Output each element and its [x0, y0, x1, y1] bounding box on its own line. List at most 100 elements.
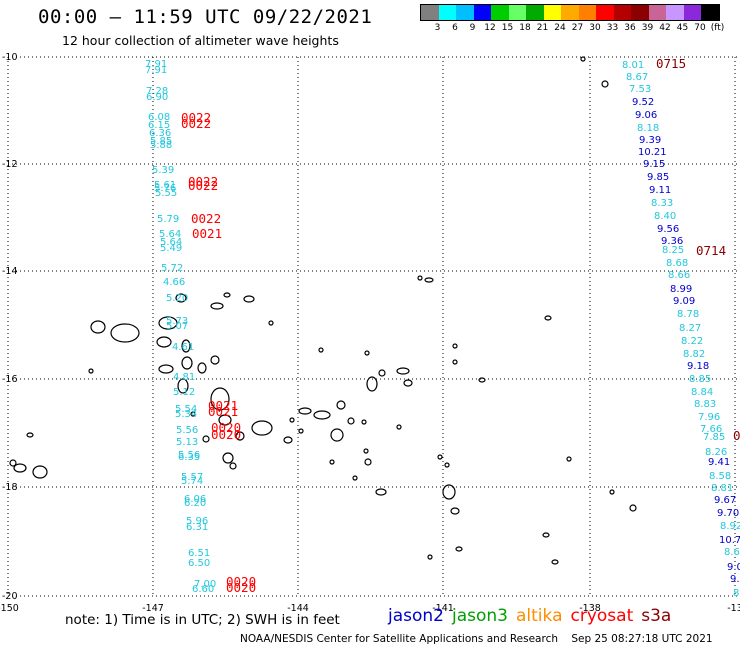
swh-value: 5.64 [160, 237, 182, 248]
island-outline [551, 559, 559, 565]
legend-labels: 3 6 9 12 15 18 21 24 27 30 33 36 39 42 45 70 (ft) [420, 21, 725, 35]
island-outline [452, 343, 458, 349]
island-outline [455, 546, 463, 552]
swh-value: 6.35 [178, 452, 200, 463]
swh-value: 7.00 [194, 579, 216, 590]
island-outline [330, 428, 344, 442]
color-legend: 3 6 9 12 15 18 21 24 27 30 33 36 39 42 45 70 (ft) [420, 4, 725, 35]
swh-value: 8 [733, 588, 739, 599]
legend-label: 3 [434, 23, 441, 33]
swh-value: 8.92 [720, 521, 740, 532]
lon-tick-label: -147 [142, 603, 164, 614]
legend-swatch [701, 5, 719, 20]
swh-value: 6.36 [149, 128, 171, 139]
legend-label: 70 [694, 23, 706, 33]
pass-time: 0021 [208, 398, 238, 413]
legend-swatch [613, 5, 631, 20]
swh-value: 5.39 [152, 165, 174, 176]
swh-value: 5.55 [155, 188, 177, 199]
legend-swatch [456, 5, 474, 20]
credit-text: NOAA/NESDIS Center for Satellite Applica… [240, 633, 558, 645]
island-outline [222, 452, 234, 464]
legend-label: 9 [469, 23, 476, 33]
swh-value: 9.41 [708, 457, 730, 468]
swh-value: 8.84 [691, 387, 713, 398]
legend-swatch [473, 5, 491, 20]
legend-label: (ft) [710, 23, 725, 33]
island-outlines [9, 56, 637, 565]
satellite-cryosat: cryosat [570, 606, 634, 626]
swh-value: 5.07 [166, 321, 188, 332]
swh-value: 4.66 [163, 277, 185, 288]
lon-tick-label: -144 [287, 603, 309, 614]
legend-swatch [648, 5, 666, 20]
page-title: 00:00 – 11:59 UTC 09/22/2021 [38, 6, 373, 28]
island-outline [347, 417, 355, 425]
island-outline [427, 554, 433, 560]
legend-swatch [421, 5, 439, 20]
lat-tick-label: -20 [2, 591, 18, 602]
swh-value: 5.57 [181, 472, 203, 483]
swh-value: 5.20 [166, 293, 188, 304]
swh-value: 8.67 [626, 72, 648, 83]
swh-value: 9.15 [643, 159, 665, 170]
island-outline [542, 532, 550, 538]
lon-tick-label: -141 [432, 603, 454, 614]
swh-value: 7.91 [145, 65, 167, 76]
swh-value: 9. [730, 574, 740, 585]
island-outline [235, 431, 245, 441]
island-outline [478, 377, 486, 383]
swh-value: 7.85 [703, 432, 725, 443]
swh-value: 9.0 [727, 562, 740, 573]
island-outline [298, 407, 312, 415]
island-outline [396, 424, 402, 430]
swh-value: 10.7 [719, 535, 740, 546]
swh-value: 6.60 [192, 584, 214, 595]
swh-value: 6.08 [148, 112, 170, 123]
pass-time: 0021 [192, 226, 222, 241]
swh-value: 7.66 [700, 424, 722, 435]
island-outline [544, 315, 552, 321]
lon-tick-label: -138 [579, 603, 601, 614]
swh-value: 8.01 [622, 60, 644, 71]
swh-value: 9.09 [673, 296, 695, 307]
swh-value: 9.85 [647, 172, 669, 183]
swh-value: 8.82 [683, 349, 705, 360]
island-outline [352, 475, 358, 481]
island-outline [218, 414, 232, 426]
island-outline [210, 355, 220, 365]
map-grid [7, 56, 740, 597]
swh-value: 5.12 [173, 387, 195, 398]
island-outline [181, 356, 193, 370]
swh-value: 7.28 [146, 86, 168, 97]
swh-value: 9.52 [632, 97, 654, 108]
island-outline [580, 56, 586, 62]
swh-value: 5.56 [176, 425, 198, 436]
legend-label: 24 [554, 23, 566, 33]
legend-label: 27 [571, 23, 584, 33]
swh-value: 9.70 [717, 508, 739, 519]
island-outline [336, 400, 346, 410]
swh-value: 8.83 [694, 399, 716, 410]
legend-label: 18 [519, 23, 531, 33]
island-outline [110, 323, 140, 343]
island-outline [251, 420, 273, 436]
satellite-s3a: s3a [641, 606, 672, 626]
legend-swatch [631, 5, 649, 20]
legend-swatch [596, 5, 614, 20]
legend-swatch [683, 5, 701, 20]
pass-time: 0022 [181, 110, 211, 125]
legend-label: 30 [589, 23, 601, 33]
legend-label: 39 [641, 23, 654, 33]
swh-value: 8.58 [709, 471, 731, 482]
island-outline [375, 488, 387, 496]
island-outline [181, 339, 191, 353]
swh-value: 8.68 [666, 258, 688, 269]
swh-value: 8.25 [662, 245, 684, 256]
island-outline [229, 462, 237, 470]
pass-time: 0020 [211, 427, 241, 442]
swh-value: 8.6 [724, 547, 740, 558]
island-outline [268, 320, 274, 326]
pass-time: 0020 [211, 420, 241, 435]
